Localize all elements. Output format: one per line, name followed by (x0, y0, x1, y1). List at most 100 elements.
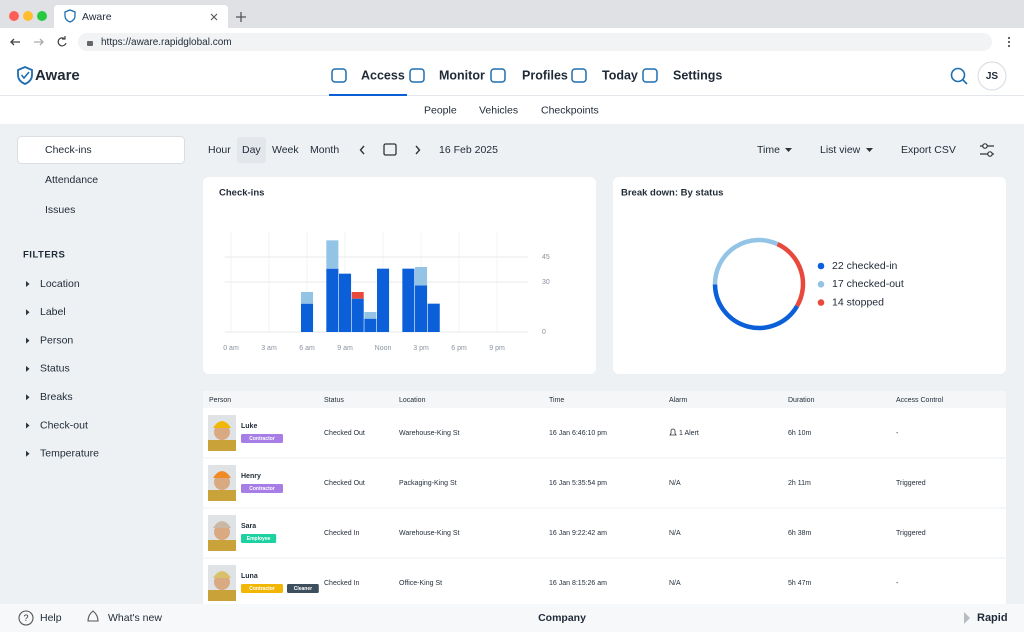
nav-active-indicator (329, 94, 407, 96)
cell-status[interactable]: Checked In (324, 530, 360, 537)
range-option[interactable]: Week (272, 144, 299, 156)
lock-icon (87, 41, 93, 46)
cell-location: Warehouse-King St (399, 530, 459, 537)
dropdown-caret (785, 148, 792, 152)
legend-swatch (817, 262, 825, 270)
nav-items: Access Monitor Profiles Today Settings (329, 68, 722, 96)
sort-dropdown[interactable]: Time (757, 144, 780, 156)
person-name: Henry (241, 473, 261, 480)
sub-nav-item[interactable]: Vehicles (479, 104, 518, 116)
x-tick-label: 3 am (261, 345, 277, 352)
minimize-dot[interactable] (23, 11, 33, 21)
sidebar-view[interactable]: Issues (45, 204, 75, 216)
cell-status[interactable]: Checked Out (324, 480, 365, 487)
new-tab[interactable] (236, 12, 246, 22)
top-nav (0, 56, 1024, 96)
export-button[interactable]: Export CSV (901, 144, 956, 156)
bar-segment (326, 268, 339, 332)
whats-new-link[interactable]: What's new (108, 612, 162, 624)
sub-nav-item[interactable]: Checkpoints (541, 104, 599, 116)
person-tag (287, 584, 319, 593)
tab-favicon (64, 9, 76, 23)
bar-segment (326, 240, 339, 269)
cell-status[interactable]: Checked Out (324, 430, 365, 437)
cell-access: - (896, 580, 899, 587)
zoom-dot[interactable] (37, 11, 47, 21)
next-arrow[interactable] (415, 145, 421, 155)
nav-item[interactable]: Today (602, 68, 638, 82)
menu-dot (1007, 44, 1011, 48)
cell-status[interactable]: Checked In (324, 580, 360, 587)
footer (0, 604, 1024, 632)
filter-item[interactable]: Location (40, 278, 80, 290)
filter-caret (26, 365, 30, 372)
cell-duration: 6h 10m (788, 430, 812, 437)
x-tick-label: 9 pm (489, 345, 505, 352)
avatar-headwear (213, 571, 231, 578)
dropdown-caret (866, 148, 873, 152)
column-header: Status (324, 397, 344, 404)
browser-tab[interactable] (54, 5, 228, 28)
filters-heading: FILTERS (23, 250, 65, 261)
filter-item[interactable]: Person (40, 334, 73, 346)
filter-caret (26, 450, 30, 457)
menu-dot[interactable] (1007, 36, 1011, 40)
range-option[interactable]: Month (310, 144, 339, 156)
avatar-clothing (208, 440, 236, 451)
chart-title: Break down: By status (621, 188, 723, 199)
avatar-headwear (213, 421, 231, 428)
y-tick-label: 0 (542, 329, 546, 336)
person-tag (241, 434, 283, 443)
filter-item[interactable]: Temperature (40, 448, 99, 460)
nav-icon (642, 68, 658, 83)
reload-button[interactable] (57, 36, 67, 47)
bar-segment (415, 267, 428, 286)
calendar-icon[interactable] (383, 143, 397, 156)
cell-duration: 2h 11m (788, 480, 811, 487)
filter-item[interactable]: Label (40, 306, 66, 318)
cell-time: 16 Jan 5:35:54 pm (549, 480, 607, 487)
bar-segment (427, 303, 440, 332)
filter-item[interactable]: Check-out (40, 419, 88, 431)
x-tick-label: 6 pm (451, 345, 467, 352)
legend-label: 17 checked-out (832, 278, 904, 290)
tab-close[interactable] (210, 13, 218, 21)
range-option[interactable]: Hour (208, 144, 231, 156)
column-header: Location (399, 397, 426, 404)
address-bar[interactable] (78, 33, 992, 51)
prev-arrow[interactable] (359, 145, 365, 155)
view-dropdown[interactable]: List view (820, 144, 861, 156)
sub-nav-item[interactable]: People (424, 104, 457, 116)
close-dot[interactable] (9, 11, 19, 21)
range-option[interactable]: Day (242, 144, 261, 156)
cell-location: Packaging-King St (399, 480, 457, 487)
column-header: Time (549, 397, 564, 404)
person-tag-label: Cleaner (294, 586, 312, 592)
forward-button[interactable] (34, 38, 44, 46)
bar-segment (402, 268, 415, 332)
back-button[interactable] (10, 38, 20, 46)
search-icon[interactable] (950, 67, 966, 83)
bar-segment (300, 303, 314, 332)
donut-segment (712, 284, 800, 331)
bar-chart: 0 30 45 0 am 3 am 6 am 9 am Noon 3 pm 6 pm 9 pm (223, 232, 550, 352)
company-label: Company (538, 612, 586, 624)
filter-item[interactable]: Breaks (40, 391, 73, 403)
y-tick-label: 45 (542, 254, 550, 261)
nav-icon (409, 68, 425, 83)
nav-item[interactable]: Access (361, 68, 405, 82)
sidebar-view[interactable]: Attendance (45, 174, 98, 186)
brand[interactable]: Aware (35, 67, 80, 84)
nav-item[interactable]: Settings (673, 68, 722, 82)
nav-item[interactable]: Profiles (522, 68, 568, 82)
nav-item[interactable]: Monitor (439, 68, 485, 82)
sidebar-view[interactable]: Check-ins (45, 144, 92, 156)
x-tick-label: Noon (375, 345, 392, 352)
avatar-circle[interactable] (977, 61, 1007, 91)
sub-nav-items: People Vehicles Checkpoints (424, 104, 599, 116)
filter-item[interactable]: Status (40, 363, 70, 375)
x-tick-label: 6 am (299, 345, 315, 352)
help-link[interactable]: Help (40, 612, 62, 624)
